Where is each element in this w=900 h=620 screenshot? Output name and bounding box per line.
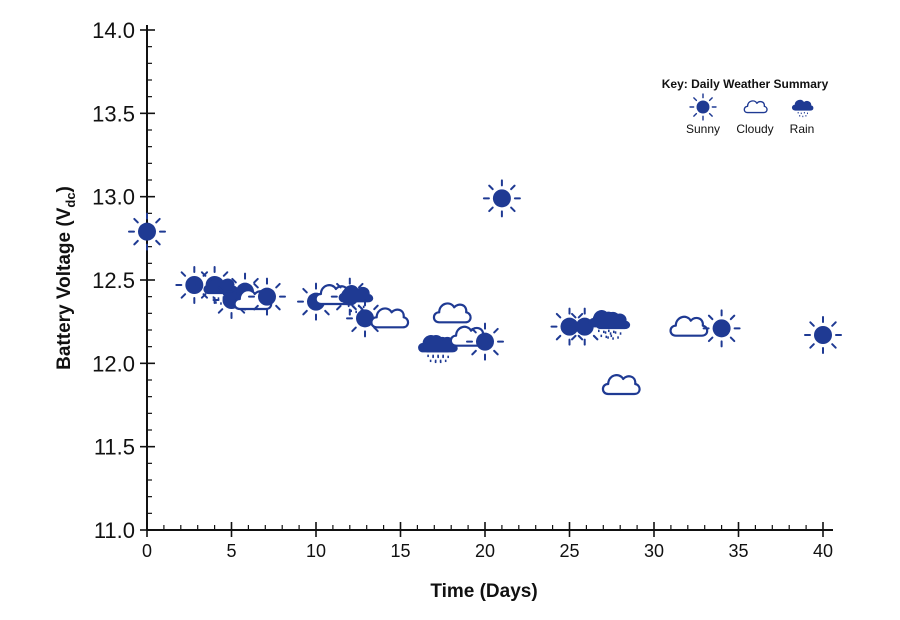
y-tick-label: 12.0 (92, 351, 135, 376)
sunny-point (128, 212, 166, 251)
y-axis-title-main: Battery Voltage (V (54, 207, 75, 370)
y-axis-title-close: ) (54, 186, 75, 192)
y-tick-labels: 11.0 11.5 12.0 12.5 13.0 13.5 14.0 (92, 18, 135, 543)
x-tick-label: 0 (142, 541, 152, 561)
cloudy-point (669, 315, 709, 337)
legend-entry-cloudy: Cloudy (736, 100, 774, 136)
y-tick-label: 11.5 (94, 435, 135, 460)
sunny-point (804, 316, 842, 354)
x-axis-title: Time (Days) (430, 581, 537, 602)
x-tick-label: 5 (226, 541, 236, 561)
legend-sunny-icon (689, 93, 717, 121)
y-axis-title: Battery Voltage (Vdc) (54, 186, 78, 370)
legend: Key: Daily Weather Summary Sunny Cloudy Ra… (662, 77, 829, 136)
y-tick-label: 14.0 (92, 18, 135, 43)
legend-entry-rain: Rain (790, 99, 815, 136)
sunny-point (466, 322, 504, 361)
legend-title: Key: Daily Weather Summary (662, 77, 829, 91)
legend-rain-icon (791, 99, 814, 118)
x-tick-label: 10 (306, 541, 326, 561)
cloudy-point (432, 302, 472, 324)
x-tick-labels: 0 5 10 15 20 25 30 35 40 (142, 541, 833, 561)
cloudy-point (601, 374, 641, 396)
y-tick-label: 12.5 (92, 268, 135, 293)
legend-entry-sunny: Sunny (686, 93, 720, 136)
x-tick-label: 30 (644, 541, 664, 561)
x-tick-label: 20 (475, 541, 495, 561)
x-tick-label: 15 (390, 541, 410, 561)
legend-cloudy-label: Cloudy (736, 122, 773, 136)
legend-sunny-label: Sunny (686, 122, 720, 136)
axes (140, 25, 833, 537)
cloudy-point (370, 307, 410, 329)
x-tick-label: 40 (813, 541, 833, 561)
x-tick-label: 35 (728, 541, 748, 561)
sunny-point (702, 309, 741, 348)
x-tick-label: 25 (559, 541, 579, 561)
y-tick-label: 13.5 (92, 101, 135, 126)
y-tick-label: 11.0 (94, 518, 135, 543)
y-axis-title-subscript: dc (63, 192, 78, 207)
legend-rain-label: Rain (790, 122, 815, 136)
legend-cloudy-icon (743, 100, 768, 114)
sunny-point (247, 277, 286, 316)
data-points (128, 179, 842, 396)
y-tick-label: 13.0 (92, 185, 135, 210)
sunny-point (482, 179, 521, 218)
